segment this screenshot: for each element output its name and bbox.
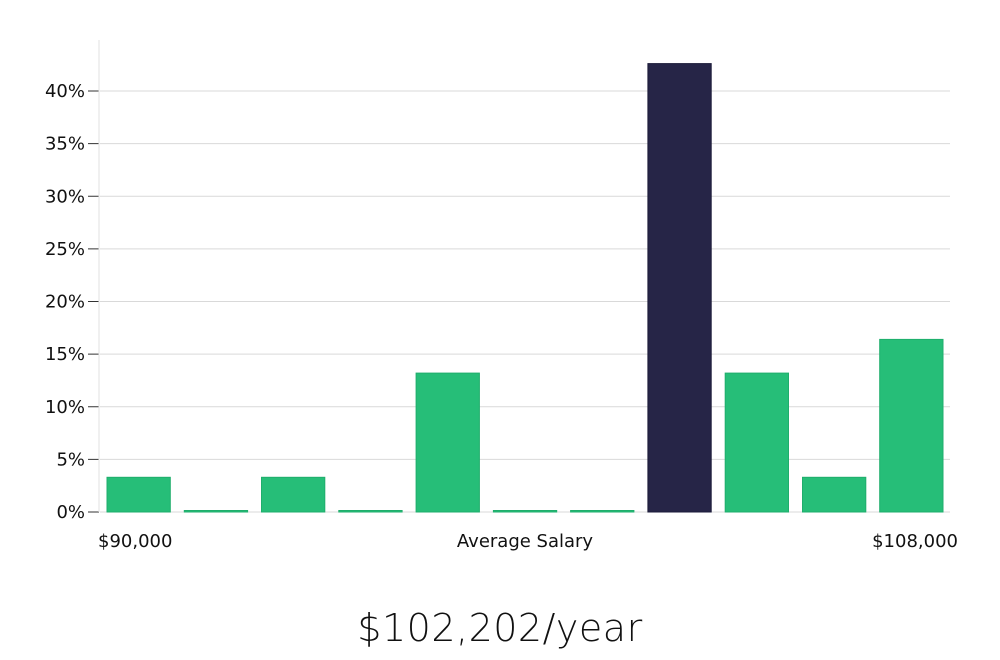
salary-histogram: 0% 5% 10% 15% 20% 25% 30% 35% 40% $90,000 Averag… [45, 40, 958, 552]
y-tick-label: 0% [56, 502, 85, 523]
bar [261, 476, 326, 513]
y-tick-label: 35% [45, 134, 85, 155]
bar [106, 476, 171, 513]
bar [492, 510, 558, 513]
average-salary-value: $102,202/year [357, 606, 643, 650]
bar [338, 510, 403, 513]
y-tick-label: 20% [45, 292, 85, 313]
bar [879, 338, 944, 513]
y-tick-label: 15% [45, 344, 85, 365]
y-axis-ticks: 0% 5% 10% 15% 20% 25% 30% 35% 40% [45, 81, 99, 523]
bar [724, 372, 790, 513]
bar [415, 372, 480, 513]
x-center-label: Average Salary [457, 531, 594, 552]
bar [570, 510, 635, 513]
bar-highlighted [647, 63, 712, 513]
y-tick-label: 40% [45, 81, 85, 102]
x-right-label: $108,000 [872, 531, 958, 552]
bar [802, 476, 867, 513]
y-tick-label: 30% [45, 186, 85, 207]
y-tick-label: 5% [56, 449, 85, 470]
y-tick-label: 25% [45, 239, 85, 260]
grid-lines [100, 90, 950, 513]
x-left-label: $90,000 [98, 531, 172, 552]
bars [106, 63, 944, 513]
y-tick-label: 10% [45, 397, 85, 418]
bar [183, 510, 249, 513]
